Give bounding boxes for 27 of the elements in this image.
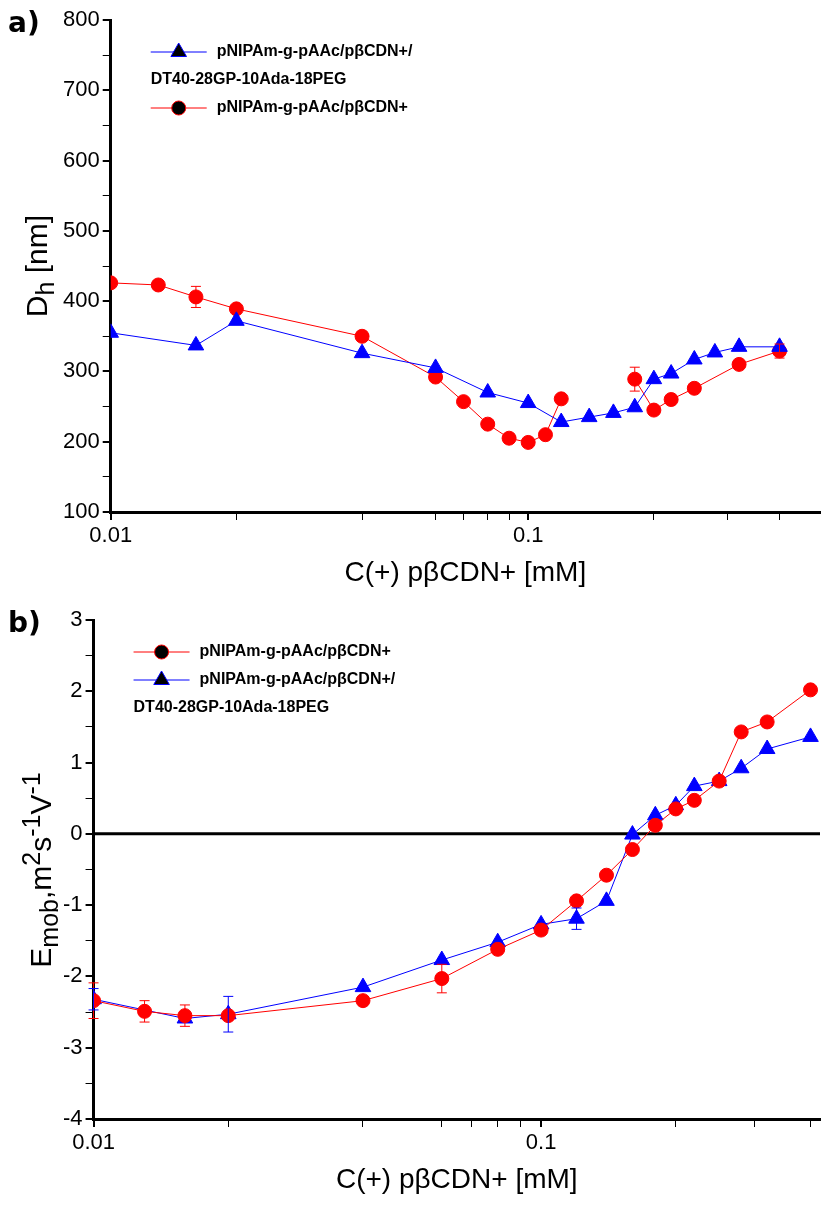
y-tick-label: 1 [70,748,83,774]
x-tick-label: 0.1 [525,1129,557,1155]
y-tick-label: -1 [63,891,83,917]
x-tick-label: 0.1 [512,522,544,548]
text: b) [8,606,41,639]
y-tick-label: 2 [70,677,83,703]
y-tick-label: 100 [62,498,100,524]
y-tick-label: 700 [62,76,100,102]
y-tick-label: 500 [62,216,100,242]
y-tick-label: 0 [70,819,83,845]
text: a) [8,6,40,39]
y-tick-label: 3 [70,606,83,632]
y-tick-label: 600 [62,146,100,172]
y-tick-label: -3 [63,1033,83,1059]
y-tick-label: -2 [63,962,83,988]
x-tick-label: 0.01 [89,522,133,548]
legend-label: pNIPAm-g-pAAc/pβCDN+/ DT40-28GP-10Ada-18PEG [133,670,396,716]
y-tick-label: -4 [63,1105,83,1131]
x-axis-title: C(+) pβCDN+ [mM] [335,1162,578,1194]
y-tick-label: 400 [62,287,100,313]
y-tick-label: 800 [62,6,100,32]
y-tick-label: 300 [62,357,100,383]
legend-label: pNIPAm-g-pAAc/pβCDN+ [216,98,408,116]
x-tick-label: 0.01 [72,1129,115,1155]
x-axis-title: C(+) pβCDN+ [mM] [344,555,587,587]
y-tick-label: 200 [62,427,100,453]
legend-label: pNIPAm-g-pAAc/pβCDN+ [199,642,391,660]
